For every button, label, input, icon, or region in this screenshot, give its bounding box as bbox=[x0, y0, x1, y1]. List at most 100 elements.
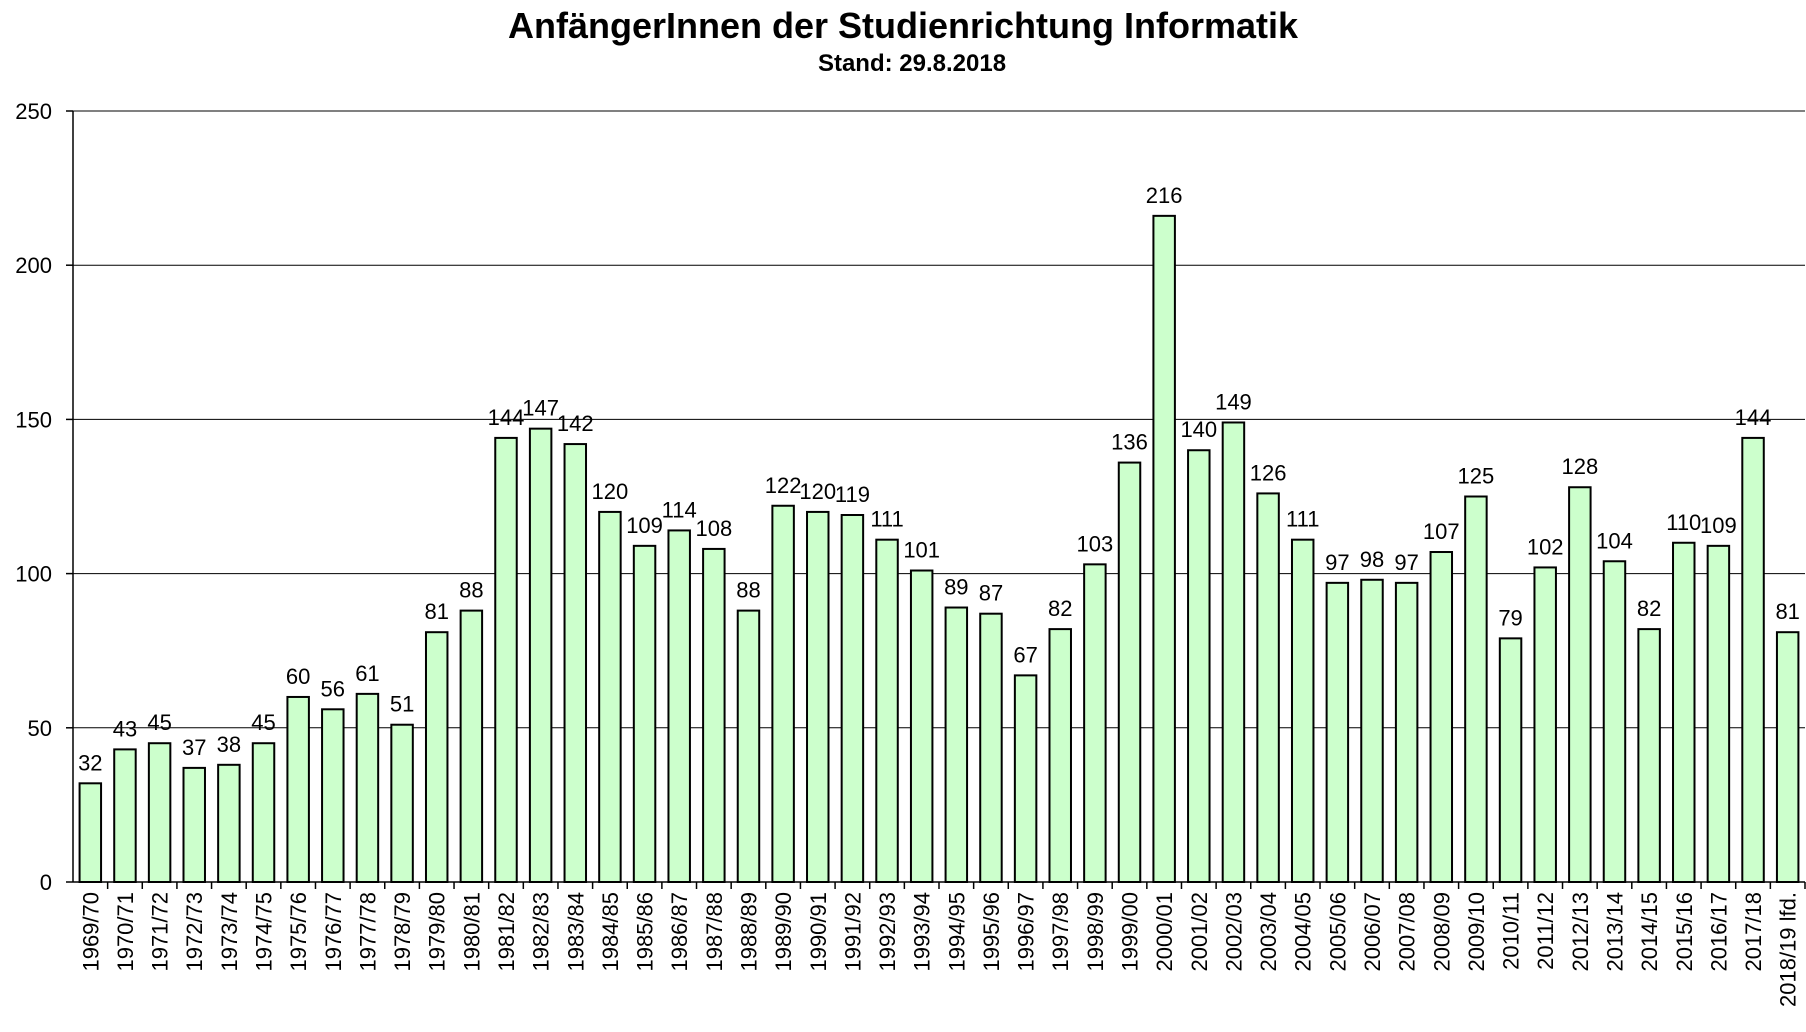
data-label: 56 bbox=[321, 676, 345, 701]
y-axis: 0 50 100 150 200 250 bbox=[15, 99, 74, 895]
bar bbox=[909, 569, 934, 883]
bar bbox=[1290, 538, 1315, 884]
bar bbox=[1602, 560, 1627, 883]
data-label: 81 bbox=[424, 599, 448, 624]
data-label: 125 bbox=[1458, 464, 1495, 489]
y-tick-label: 0 bbox=[40, 870, 52, 895]
x-tick-label: 1998/99 bbox=[1083, 892, 1108, 972]
data-label: 98 bbox=[1360, 547, 1384, 572]
x-tick-label: 2007/08 bbox=[1395, 892, 1420, 972]
bar bbox=[217, 763, 241, 883]
data-label: 82 bbox=[1637, 596, 1661, 621]
bar bbox=[1672, 541, 1696, 883]
x-tick-label: 1993/94 bbox=[910, 892, 935, 972]
data-label: 142 bbox=[557, 411, 594, 436]
x-tick-label: 1983/84 bbox=[563, 892, 588, 972]
data-label: 88 bbox=[736, 578, 760, 603]
x-tick-label: 2005/06 bbox=[1325, 892, 1350, 972]
data-label: 89 bbox=[944, 575, 968, 600]
bars bbox=[78, 214, 1800, 884]
data-label: 81 bbox=[1775, 599, 1799, 624]
bar bbox=[1048, 628, 1072, 883]
bar bbox=[355, 692, 380, 883]
x-axis: 1969/70 1970/71 1971/72 1972/73 1973/74 1974/… bbox=[73, 881, 1806, 1007]
y-tick-label: 100 bbox=[15, 562, 52, 587]
data-label: 43 bbox=[113, 716, 137, 741]
chart-title: AnfängerInnen der Studienrichtung Inform… bbox=[508, 5, 1299, 46]
x-tick-label: 1985/86 bbox=[633, 892, 658, 972]
x-tick-label: 1981/82 bbox=[494, 892, 519, 972]
data-label: 120 bbox=[592, 479, 629, 504]
data-label: 136 bbox=[1111, 430, 1148, 455]
data-label: 97 bbox=[1394, 550, 1418, 575]
x-tick-label: 1995/96 bbox=[979, 892, 1004, 972]
bar bbox=[528, 427, 553, 883]
data-label: 147 bbox=[522, 396, 559, 421]
y-tick-label: 150 bbox=[15, 407, 52, 432]
bar bbox=[321, 708, 345, 884]
bar bbox=[632, 544, 657, 883]
x-tick-label: 1977/78 bbox=[355, 892, 380, 972]
x-tick-label: 1987/88 bbox=[702, 892, 727, 972]
bar bbox=[1568, 486, 1592, 883]
y-tick-label: 50 bbox=[28, 716, 52, 741]
x-tick-label: 1994/95 bbox=[944, 892, 969, 972]
bar bbox=[598, 510, 622, 883]
data-label: 109 bbox=[626, 513, 663, 538]
data-label: 61 bbox=[355, 661, 379, 686]
bar bbox=[459, 609, 484, 883]
bar bbox=[563, 443, 588, 883]
bar bbox=[1152, 214, 1176, 883]
x-tick-label: 2013/14 bbox=[1602, 892, 1627, 972]
data-label: 122 bbox=[765, 473, 802, 498]
bar bbox=[1706, 544, 1731, 883]
data-label: 108 bbox=[695, 516, 732, 541]
data-label: 126 bbox=[1250, 460, 1287, 485]
bar bbox=[1498, 637, 1523, 884]
bar bbox=[113, 748, 137, 883]
x-tick-label: 2014/15 bbox=[1637, 892, 1662, 972]
x-tick-label: 2002/03 bbox=[1221, 892, 1246, 972]
x-tick-label: 1971/72 bbox=[148, 892, 173, 972]
bar bbox=[944, 606, 969, 883]
data-label: 60 bbox=[286, 664, 310, 689]
data-label: 103 bbox=[1077, 531, 1114, 556]
data-label: 82 bbox=[1048, 596, 1072, 621]
bar bbox=[667, 529, 691, 883]
data-label: 110 bbox=[1666, 510, 1701, 535]
bar bbox=[1117, 461, 1142, 883]
data-label: 38 bbox=[217, 732, 241, 757]
data-label: 45 bbox=[251, 710, 275, 735]
bar bbox=[286, 695, 310, 884]
x-tick-label: 2012/13 bbox=[1568, 892, 1593, 972]
x-tick-label: 1969/70 bbox=[78, 892, 103, 972]
data-label: 144 bbox=[488, 405, 525, 430]
bar bbox=[1775, 631, 1800, 883]
bar bbox=[390, 723, 414, 883]
x-tick-label: 1980/81 bbox=[459, 892, 484, 972]
bar bbox=[1187, 449, 1211, 883]
x-tick-label: 1990/91 bbox=[806, 892, 831, 972]
x-tick-label: 2018/19 lfd. bbox=[1776, 892, 1801, 1007]
x-tick-label: 2017/18 bbox=[1741, 892, 1766, 972]
data-label: 119 bbox=[835, 482, 870, 507]
x-tick-label: 2006/07 bbox=[1360, 892, 1385, 972]
x-tick-label: 2004/05 bbox=[1291, 892, 1316, 972]
bar bbox=[1083, 563, 1107, 884]
bar bbox=[1394, 581, 1419, 883]
data-label: 37 bbox=[182, 735, 206, 760]
bar bbox=[1533, 566, 1557, 883]
data-label: 102 bbox=[1527, 534, 1564, 559]
x-tick-label: 1989/90 bbox=[771, 892, 796, 972]
bar bbox=[1221, 421, 1246, 883]
data-label: 120 bbox=[799, 479, 836, 504]
x-tick-label: 1986/87 bbox=[667, 892, 692, 972]
data-label: 107 bbox=[1423, 519, 1460, 544]
bar bbox=[1360, 578, 1384, 883]
bar bbox=[771, 504, 795, 883]
x-tick-label: 2011/12 bbox=[1533, 892, 1558, 970]
bar bbox=[806, 510, 830, 883]
x-tick-label: 1991/92 bbox=[840, 892, 865, 972]
bar bbox=[1741, 436, 1765, 883]
